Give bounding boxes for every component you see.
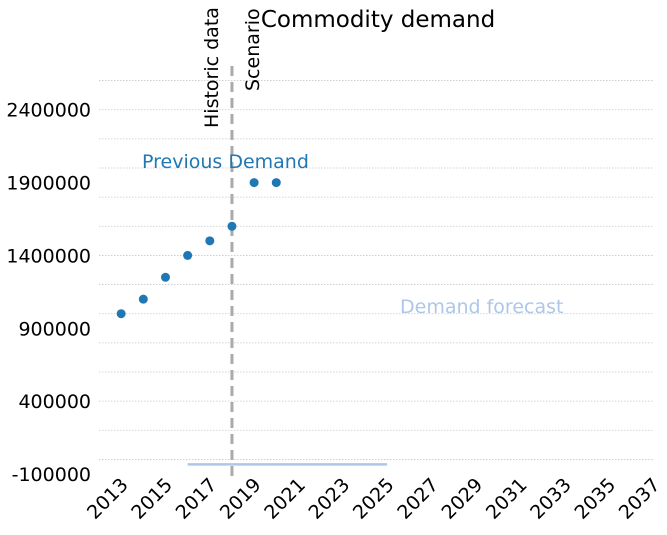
data-point	[138, 294, 148, 304]
x-tick-label: 2025	[349, 474, 399, 524]
x-tick-label: 2015	[127, 474, 177, 524]
data-point	[227, 221, 237, 231]
x-tick-label: 2023	[305, 474, 355, 524]
y-tick-label: -100000	[12, 464, 91, 486]
data-point	[205, 236, 215, 246]
previous-demand-series	[116, 178, 281, 319]
x-tick-label: 2021	[260, 474, 310, 524]
data-point	[160, 272, 170, 282]
data-point	[116, 309, 126, 319]
y-axis-ticks: 2400000 1900000 1400000 900000 400000 -100000	[6, 100, 91, 486]
y-tick-label: 1900000	[6, 173, 91, 195]
data-point	[183, 250, 193, 260]
x-tick-label: 2027	[393, 474, 443, 524]
x-tick-label: 2035	[570, 474, 620, 524]
y-tick-label: 1400000	[6, 245, 91, 267]
x-tick-label: 2033	[526, 474, 576, 524]
x-tick-label: 2017	[172, 474, 222, 524]
x-tick-label: 2029	[438, 474, 488, 524]
y-tick-label: 2400000	[6, 100, 91, 122]
data-point	[249, 178, 259, 188]
data-point	[271, 178, 281, 188]
y-tick-label: 400000	[18, 391, 91, 413]
x-tick-label: 2037	[615, 474, 665, 524]
x-axis-ticks: 2013201520172019202120232025202720292031…	[83, 474, 665, 524]
previous-demand-label: Previous Demand	[142, 151, 309, 173]
x-tick-label: 2019	[216, 474, 266, 524]
historic-data-label: Historic data	[201, 7, 223, 128]
demand-forecast-label: Demand forecast	[400, 296, 563, 318]
gridlines	[99, 80, 653, 460]
chart-title: Commodity demand	[261, 7, 495, 33]
scenario-label: Scenario	[242, 8, 264, 91]
x-tick-label: 2031	[482, 474, 532, 524]
y-tick-label: 900000	[18, 318, 91, 340]
